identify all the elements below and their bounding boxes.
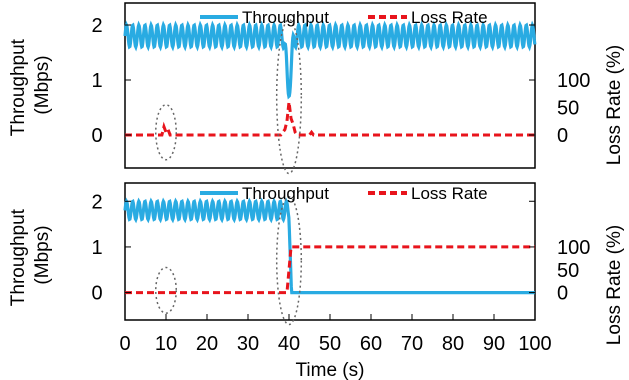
x-tick-label: 10	[155, 333, 177, 355]
legend-bottom: Throughput Loss Rate	[200, 184, 488, 203]
x-tick-label: 50	[319, 333, 341, 355]
ylabel-b-top: (Mbps)	[32, 55, 53, 114]
highlight-ellipse	[155, 104, 177, 161]
annotations-bottom	[155, 195, 303, 326]
throughput-series-bottom	[123, 197, 535, 295]
y2-tick-label: 50	[557, 98, 579, 120]
highlight-ellipse	[275, 195, 303, 326]
y2-tick-label: 0	[557, 125, 568, 147]
chart-top: 0 1 2 0 50 100 Throughput Loss Rate Throughp…	[8, 2, 625, 175]
y-tick-label: 0	[91, 125, 102, 147]
throughput-line	[123, 20, 537, 100]
ylabel-text-bottom: Throughput (Mbps)	[8, 204, 53, 306]
legend-throughput-label-bottom: Throughput	[242, 184, 329, 203]
legend-loss-label-bottom: Loss Rate	[411, 184, 488, 203]
y2-ticks-top: 0 50 100	[557, 70, 590, 147]
x-tick-label: 80	[442, 333, 464, 355]
y2-tick-label: 100	[557, 237, 590, 259]
loss-series-top	[125, 101, 535, 137]
y-tick-label: 2	[91, 15, 102, 37]
y2-tick-label: 100	[557, 70, 590, 92]
y2-tick-label: 0	[557, 283, 568, 305]
annotations-top	[155, 18, 303, 175]
ylabel-b-bottom: (Mbps)	[32, 225, 53, 284]
x-tick-label: 30	[237, 333, 259, 355]
legend-loss-label-top: Loss Rate	[411, 8, 488, 27]
legend-top: Throughput Loss Rate	[200, 8, 488, 27]
x-tick-label: 90	[483, 333, 505, 355]
y2label-group-top: Loss Rate (%)	[604, 45, 625, 165]
y2label-text-bottom: Loss Rate (%)	[604, 225, 625, 345]
ylabel-group-top: Throughput (Mbps)	[8, 34, 53, 136]
ylabel-text-top: Throughput (Mbps)	[8, 34, 53, 136]
x-tick-label: 60	[360, 333, 382, 355]
y-tick-label: 1	[91, 237, 102, 259]
y-ticks-bottom: 0 1 2	[91, 191, 535, 305]
y-ticks-top: 0 1 2	[91, 15, 535, 147]
x-tick-label: 70	[401, 333, 423, 355]
y-tick-label: 0	[91, 283, 102, 305]
ylabel-a-top: Throughput	[8, 38, 29, 136]
x-tick-label: 40	[278, 333, 300, 355]
y2-tick-label: 50	[557, 260, 579, 282]
ylabel-group-bottom: Throughput (Mbps)	[8, 204, 53, 306]
xlabel: Time (s)	[296, 360, 365, 380]
loss-series-bottom	[125, 245, 535, 295]
x-ticks-bottom: 0 10 20 30 40 50 60 70 80 90 100	[119, 314, 552, 355]
plot-frame-top	[124, 2, 536, 169]
loss-rate-line	[125, 245, 535, 295]
ylabel-a-bottom: Throughput	[8, 208, 29, 306]
x-tick-label: 0	[119, 333, 130, 355]
legend-throughput-label-top: Throughput	[242, 8, 329, 27]
throughput-line	[123, 197, 535, 295]
loss-rate-line	[125, 101, 535, 137]
y2label-group-bottom: Loss Rate (%)	[604, 225, 625, 345]
y-tick-label: 1	[91, 70, 102, 92]
y2label-text-top: Loss Rate (%)	[604, 45, 625, 165]
x-tick-label: 100	[518, 333, 551, 355]
y-tick-label: 2	[91, 191, 102, 213]
x-tick-label: 20	[196, 333, 218, 355]
highlight-ellipse	[155, 266, 177, 314]
throughput-series-top	[123, 20, 537, 100]
